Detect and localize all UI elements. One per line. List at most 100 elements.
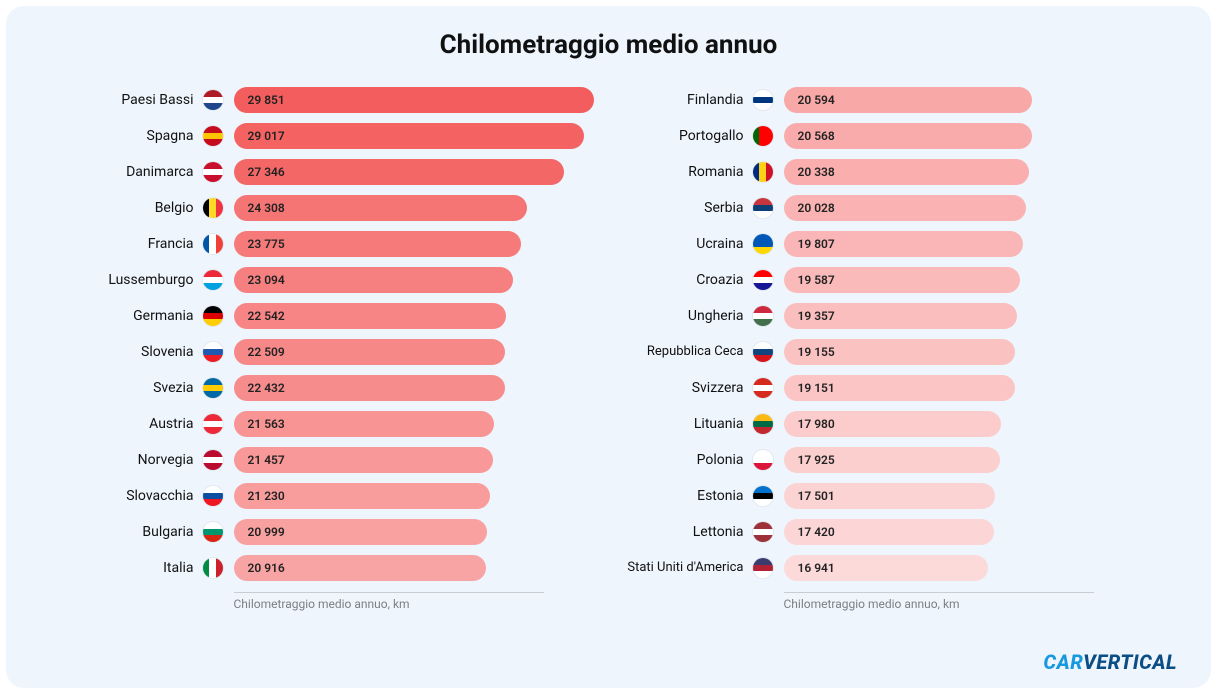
bar-row: Lituania 17 980 <box>614 406 1154 442</box>
bar: 29 017 <box>234 123 584 149</box>
bar-track: 29 851 <box>234 87 604 113</box>
bar-row: Bulgaria20 999 <box>64 514 604 550</box>
flag-icon <box>202 449 224 471</box>
bar-track: 16 941 <box>784 555 1154 581</box>
bar: 17 980 <box>784 411 1001 437</box>
chart-card: Chilometraggio medio annuo Paesi Bassi29… <box>6 6 1211 688</box>
flag-icon <box>752 341 774 363</box>
bar-row: Svizzera 19 151 <box>614 370 1154 406</box>
flag-icon <box>752 305 774 327</box>
flag-icon <box>752 269 774 291</box>
bar-row: Belgio 24 308 <box>64 190 604 226</box>
country-label: Spagna <box>64 129 194 144</box>
bar: 22 509 <box>234 339 505 365</box>
bar-row: Paesi Bassi29 851 <box>64 82 604 118</box>
flag-icon <box>202 269 224 291</box>
bar: 21 457 <box>234 447 493 473</box>
axis-caption: Chilometraggio medio annuo, km <box>234 592 544 611</box>
flag-icon <box>202 377 224 399</box>
flag-icon <box>752 197 774 219</box>
bar-row: Serbia20 028 <box>614 190 1154 226</box>
country-label: Ucraina <box>614 237 744 252</box>
brand-part1: CAR <box>1043 650 1083 674</box>
chart-columns: Paesi Bassi29 851 Spagna 29 017 Danimarca27… <box>46 82 1171 611</box>
bar-row: Finlandia20 594 <box>614 82 1154 118</box>
bar-value: 20 916 <box>248 561 285 575</box>
bar: 17 501 <box>784 483 995 509</box>
bar-row: Slovenia22 509 <box>64 334 604 370</box>
country-label: Francia <box>64 237 194 252</box>
chart-title: Chilometraggio medio annuo <box>46 30 1171 60</box>
bar-row: Danimarca27 346 <box>64 154 604 190</box>
bar: 19 155 <box>784 339 1015 365</box>
flag-icon <box>752 161 774 183</box>
flag-icon <box>202 89 224 111</box>
bar: 20 568 <box>784 123 1032 149</box>
bar-track: 21 563 <box>234 411 604 437</box>
bar-value: 22 432 <box>248 381 285 395</box>
bar: 19 151 <box>784 375 1015 401</box>
bar: 20 999 <box>234 519 487 545</box>
brand-logo: CARVERTICAL <box>1043 650 1177 674</box>
bar-row: Austria21 563 <box>64 406 604 442</box>
bar-value: 27 346 <box>248 165 285 179</box>
bar-row: Slovacchia 21 230 <box>64 478 604 514</box>
country-label: Polonia <box>614 453 744 468</box>
bar-track: 20 594 <box>784 87 1154 113</box>
bar-track: 20 338 <box>784 159 1154 185</box>
bar-row: Stati Uniti d'America 16 941 <box>614 550 1154 586</box>
bar: 22 542 <box>234 303 506 329</box>
bar-value: 29 017 <box>248 129 285 143</box>
bar-track: 21 457 <box>234 447 604 473</box>
country-label: Lettonia <box>614 525 744 540</box>
bar-value: 17 925 <box>798 453 835 467</box>
bar: 20 028 <box>784 195 1026 221</box>
country-label: Estonia <box>614 489 744 504</box>
country-label: Stati Uniti d'America <box>614 561 744 575</box>
country-label: Lituania <box>614 417 744 432</box>
flag-icon <box>202 521 224 543</box>
bar-track: 17 501 <box>784 483 1154 509</box>
bar-track: 22 542 <box>234 303 604 329</box>
bar-track: 27 346 <box>234 159 604 185</box>
bar: 27 346 <box>234 159 564 185</box>
left-column: Paesi Bassi29 851 Spagna 29 017 Danimarca27… <box>64 82 604 611</box>
bar: 20 916 <box>234 555 486 581</box>
country-label: Svizzera <box>614 381 744 396</box>
bar-track: 22 509 <box>234 339 604 365</box>
bar-value: 19 587 <box>798 273 835 287</box>
bar: 24 308 <box>234 195 527 221</box>
country-label: Slovacchia <box>64 489 194 504</box>
country-label: Lussemburgo <box>64 273 194 288</box>
flag-icon <box>752 233 774 255</box>
bar-row: Portogallo20 568 <box>614 118 1154 154</box>
country-label: Repubblica Ceca <box>614 345 744 359</box>
country-label: Croazia <box>614 273 744 288</box>
bar-value: 19 357 <box>798 309 835 323</box>
flag-icon <box>202 233 224 255</box>
bar: 21 230 <box>234 483 490 509</box>
bar-track: 20 916 <box>234 555 604 581</box>
bar-value: 21 230 <box>248 489 285 503</box>
bar-track: 20 999 <box>234 519 604 545</box>
bar-value: 24 308 <box>248 201 285 215</box>
bar: 17 420 <box>784 519 994 545</box>
bar-value: 22 542 <box>248 309 285 323</box>
bar-value: 19 155 <box>798 345 835 359</box>
bar-row: Ungheria19 357 <box>614 298 1154 334</box>
bar-track: 24 308 <box>234 195 604 221</box>
bar-track: 19 151 <box>784 375 1154 401</box>
flag-icon <box>752 413 774 435</box>
bar-value: 19 807 <box>798 237 835 251</box>
bar-row: Svezia22 432 <box>64 370 604 406</box>
flag-icon <box>752 557 774 579</box>
bar-value: 20 568 <box>798 129 835 143</box>
country-label: Belgio <box>64 201 194 216</box>
flag-icon <box>202 413 224 435</box>
flag-icon <box>752 125 774 147</box>
flag-icon <box>202 305 224 327</box>
bar-value: 17 980 <box>798 417 835 431</box>
bar-track: 19 357 <box>784 303 1154 329</box>
bar-value: 19 151 <box>798 381 835 395</box>
country-label: Germania <box>64 309 194 324</box>
